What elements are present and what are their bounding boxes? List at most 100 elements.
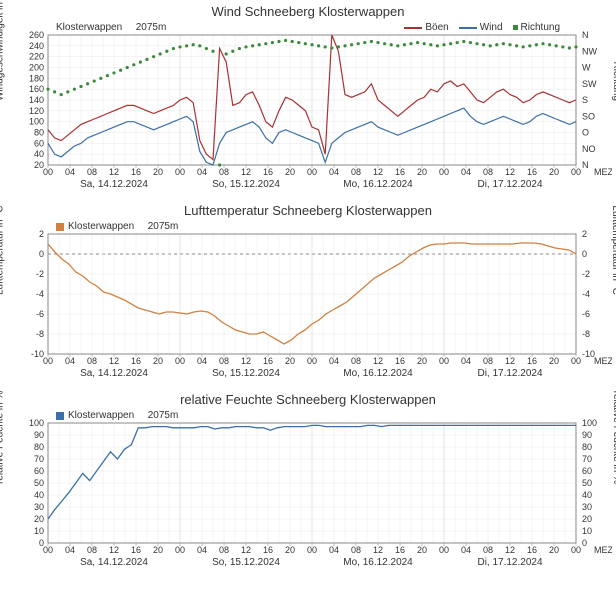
- svg-text:50: 50: [582, 478, 592, 488]
- svg-text:120: 120: [29, 106, 44, 116]
- svg-text:20: 20: [549, 545, 559, 555]
- svg-text:08: 08: [351, 356, 361, 366]
- svg-text:80: 80: [34, 442, 44, 452]
- svg-text:10: 10: [582, 526, 592, 536]
- svg-text:12: 12: [373, 545, 383, 555]
- svg-text:12: 12: [373, 167, 383, 177]
- svg-text:04: 04: [197, 167, 207, 177]
- svg-text:08: 08: [483, 167, 493, 177]
- svg-text:NW: NW: [582, 46, 597, 56]
- wind-ylabel-left: Windgeschwindigeit in Km/h: [0, 0, 6, 101]
- wind-station-legend: Klosterwappen 2075m: [56, 22, 166, 33]
- svg-text:N: N: [582, 30, 589, 40]
- svg-text:2: 2: [39, 229, 44, 239]
- svg-text:00: 00: [175, 356, 185, 366]
- svg-text:Mo, 16.12.2024: Mo, 16.12.2024: [343, 179, 413, 190]
- svg-text:00: 00: [571, 356, 581, 366]
- svg-text:08: 08: [87, 545, 97, 555]
- svg-text:20: 20: [153, 167, 163, 177]
- svg-text:MEZ: MEZ: [594, 545, 612, 555]
- svg-text:16: 16: [131, 356, 141, 366]
- svg-text:-2: -2: [36, 269, 44, 279]
- svg-text:90: 90: [34, 430, 44, 440]
- svg-text:08: 08: [87, 356, 97, 366]
- svg-text:60: 60: [34, 466, 44, 476]
- svg-text:160: 160: [29, 84, 44, 94]
- svg-text:08: 08: [219, 356, 229, 366]
- temp-chart: 2200-2-2-4-4-6-6-8-8-10-1000040812162000…: [4, 220, 612, 386]
- svg-text:0: 0: [582, 249, 587, 259]
- svg-text:100: 100: [582, 418, 597, 428]
- wind-title: Wind Schneeberg Klosterwappen: [4, 4, 612, 19]
- temp-ylabel-left: Lufttemperatur in °C: [0, 205, 6, 295]
- temp-ylabel-right: Lufttemperatur in °C: [611, 205, 616, 295]
- svg-text:16: 16: [263, 356, 273, 366]
- svg-text:04: 04: [329, 545, 339, 555]
- svg-text:20: 20: [285, 167, 295, 177]
- svg-text:Mo, 16.12.2024: Mo, 16.12.2024: [343, 557, 413, 568]
- svg-text:12: 12: [373, 356, 383, 366]
- svg-text:Sa, 14.12.2024: Sa, 14.12.2024: [80, 368, 148, 379]
- svg-text:70: 70: [582, 454, 592, 464]
- svg-text:-4: -4: [582, 289, 590, 299]
- svg-text:80: 80: [582, 442, 592, 452]
- svg-text:100: 100: [29, 117, 44, 127]
- humidity-title: relative Feuchte Schneeberg Klosterwappe…: [4, 392, 612, 407]
- svg-text:50: 50: [34, 478, 44, 488]
- svg-text:90: 90: [582, 430, 592, 440]
- svg-text:Sa, 14.12.2024: Sa, 14.12.2024: [80, 557, 148, 568]
- humidity-ylabel-right: relative Feuchte in %: [611, 390, 616, 483]
- svg-text:00: 00: [43, 167, 53, 177]
- svg-text:08: 08: [219, 545, 229, 555]
- svg-text:00: 00: [571, 167, 581, 177]
- svg-text:16: 16: [395, 167, 405, 177]
- svg-text:Di, 17.12.2024: Di, 17.12.2024: [477, 557, 542, 568]
- svg-text:04: 04: [461, 356, 471, 366]
- svg-text:04: 04: [197, 356, 207, 366]
- svg-text:08: 08: [483, 356, 493, 366]
- svg-text:12: 12: [505, 167, 515, 177]
- svg-text:00: 00: [175, 167, 185, 177]
- svg-text:00: 00: [571, 545, 581, 555]
- svg-text:00: 00: [43, 356, 53, 366]
- svg-text:200: 200: [29, 63, 44, 73]
- svg-text:20: 20: [34, 514, 44, 524]
- svg-text:08: 08: [483, 545, 493, 555]
- svg-text:16: 16: [131, 545, 141, 555]
- svg-text:04: 04: [461, 545, 471, 555]
- svg-text:12: 12: [109, 545, 119, 555]
- svg-text:Mo, 16.12.2024: Mo, 16.12.2024: [343, 368, 413, 379]
- svg-text:16: 16: [263, 167, 273, 177]
- svg-text:180: 180: [29, 73, 44, 83]
- temp-panel: Lufttemperatur Schneeberg Klosterwappen …: [4, 203, 612, 386]
- svg-text:So, 15.12.2024: So, 15.12.2024: [212, 557, 280, 568]
- svg-text:Di, 17.12.2024: Di, 17.12.2024: [477, 368, 542, 379]
- svg-text:12: 12: [109, 356, 119, 366]
- svg-text:04: 04: [197, 545, 207, 555]
- humidity-chart: 0010102020303040405050606070708080909010…: [4, 409, 612, 575]
- svg-text:20: 20: [153, 356, 163, 366]
- svg-text:00: 00: [439, 167, 449, 177]
- svg-text:08: 08: [87, 167, 97, 177]
- svg-text:2: 2: [582, 229, 587, 239]
- svg-text:30: 30: [34, 502, 44, 512]
- svg-text:-2: -2: [582, 269, 590, 279]
- svg-text:40: 40: [34, 490, 44, 500]
- humidity-panel: relative Feuchte Schneeberg Klosterwappe…: [4, 392, 612, 575]
- svg-text:00: 00: [439, 356, 449, 366]
- svg-text:-6: -6: [582, 309, 590, 319]
- svg-text:08: 08: [351, 545, 361, 555]
- svg-text:-4: -4: [36, 289, 44, 299]
- svg-text:S: S: [582, 95, 588, 105]
- svg-text:N: N: [582, 160, 589, 170]
- svg-text:20: 20: [549, 356, 559, 366]
- svg-text:16: 16: [395, 545, 405, 555]
- svg-text:20: 20: [285, 356, 295, 366]
- temp-title: Lufttemperatur Schneeberg Klosterwappen: [4, 203, 612, 218]
- svg-text:12: 12: [505, 356, 515, 366]
- svg-text:04: 04: [65, 545, 75, 555]
- svg-text:O: O: [582, 128, 589, 138]
- svg-text:40: 40: [34, 149, 44, 159]
- svg-text:04: 04: [461, 167, 471, 177]
- svg-text:00: 00: [43, 545, 53, 555]
